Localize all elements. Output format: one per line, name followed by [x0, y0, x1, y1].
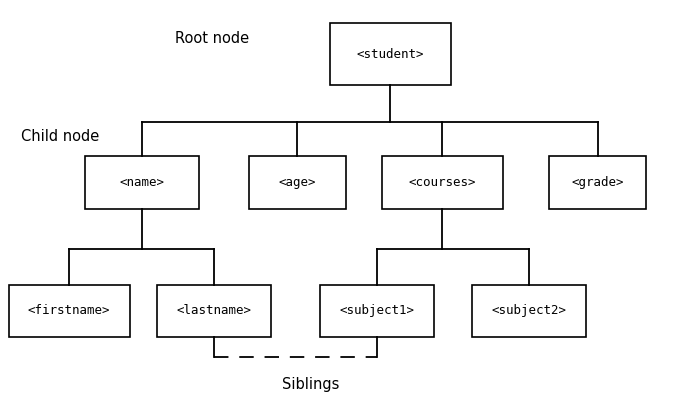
- FancyBboxPatch shape: [157, 285, 271, 337]
- Text: Root node: Root node: [175, 30, 249, 46]
- Text: <student>: <student>: [357, 48, 424, 61]
- Text: <lastname>: <lastname>: [177, 304, 252, 317]
- Text: <subject2>: <subject2>: [491, 304, 566, 317]
- FancyBboxPatch shape: [330, 23, 451, 85]
- FancyBboxPatch shape: [319, 285, 434, 337]
- FancyBboxPatch shape: [471, 285, 586, 337]
- Text: Siblings: Siblings: [282, 377, 340, 392]
- Text: <age>: <age>: [278, 176, 316, 189]
- FancyBboxPatch shape: [84, 156, 199, 209]
- Text: <courses>: <courses>: [408, 176, 476, 189]
- FancyBboxPatch shape: [9, 285, 129, 337]
- FancyBboxPatch shape: [381, 156, 503, 209]
- FancyBboxPatch shape: [249, 156, 346, 209]
- Text: <subject1>: <subject1>: [339, 304, 414, 317]
- Text: <name>: <name>: [119, 176, 164, 189]
- Text: <firstname>: <firstname>: [28, 304, 111, 317]
- Text: <grade>: <grade>: [571, 176, 624, 189]
- Text: Child node: Child node: [21, 129, 99, 144]
- FancyBboxPatch shape: [549, 156, 646, 209]
